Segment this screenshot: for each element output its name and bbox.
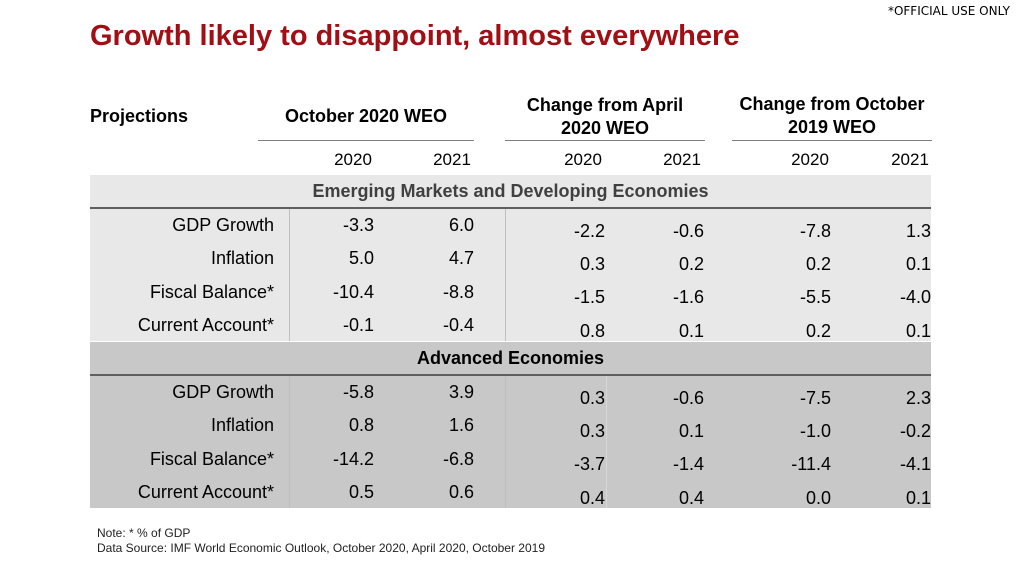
cell-value: 0.1 — [678, 321, 704, 341]
cell-value: -1.4 — [672, 454, 704, 474]
cell-value: 0.3 — [579, 421, 605, 441]
cell-value: 0.5 — [348, 482, 374, 502]
year-april-2021: 2021 — [663, 150, 701, 169]
section-divider — [90, 374, 931, 376]
section-header-advanced: Advanced Economies — [90, 342, 931, 375]
cell-value: 0.6 — [448, 482, 474, 502]
cell-value: -2.2 — [573, 221, 605, 241]
cell-value: -5.8 — [342, 382, 374, 402]
cell-value: -7.5 — [799, 388, 831, 408]
header-underline-october — [732, 140, 932, 141]
cell-value: -4.0 — [899, 287, 931, 307]
cell-value: 4.7 — [448, 248, 474, 268]
row-label: Inflation — [210, 248, 274, 268]
row-label: GDP Growth — [172, 382, 274, 402]
cell-value: 0.2 — [678, 254, 704, 274]
column-divider — [505, 209, 506, 341]
cell-value: 0.2 — [805, 321, 831, 341]
cell-value: 3.9 — [448, 382, 474, 402]
cell-value: -14.2 — [332, 449, 374, 469]
cell-value: 6.0 — [448, 215, 474, 235]
header-oct2020-weo: October 2020 WEO — [284, 106, 448, 126]
cell-value: -3.3 — [342, 215, 374, 235]
row-label: Current Account* — [137, 315, 274, 335]
cell-value: 1.6 — [448, 415, 474, 435]
cell-value: -0.6 — [672, 221, 704, 241]
cell-value: 2.3 — [905, 388, 931, 408]
section-divider — [90, 207, 931, 209]
cell-value: 0.3 — [579, 254, 605, 274]
year-weo-2021: 2021 — [433, 150, 471, 169]
column-divider — [505, 376, 506, 508]
cell-value: -10.4 — [332, 282, 374, 302]
cell-value: -5.5 — [799, 287, 831, 307]
header-change-october-line1: Change from October — [739, 94, 925, 114]
cell-value: -11.4 — [791, 454, 831, 474]
row-label: Fiscal Balance* — [149, 449, 274, 469]
year-october-2020: 2020 — [791, 150, 829, 169]
cell-value: -4.1 — [899, 454, 931, 474]
header-change-october-line2: 2019 WEO — [787, 117, 877, 137]
cell-value: 0.1 — [905, 321, 931, 341]
cell-value: 0.4 — [579, 488, 605, 508]
cell-value: 0.0 — [805, 488, 831, 508]
year-october-2021: 2021 — [891, 150, 929, 169]
cell-value: -3.7 — [573, 454, 605, 474]
cell-value: 0.1 — [678, 421, 704, 441]
cell-value: -0.2 — [899, 421, 931, 441]
cell-value: -1.5 — [573, 287, 605, 307]
year-april-2020: 2020 — [564, 150, 602, 169]
cell-value: 0.1 — [905, 254, 931, 274]
cell-value: -0.4 — [442, 315, 474, 335]
cell-value: 0.3 — [579, 388, 605, 408]
column-divider — [606, 376, 607, 508]
row-label: Inflation — [210, 415, 274, 435]
column-divider — [289, 376, 290, 508]
cell-value: 1.3 — [905, 221, 931, 241]
cell-value: -1.0 — [799, 421, 831, 441]
header-underline-april — [505, 140, 705, 141]
cell-value: -8.8 — [442, 282, 474, 302]
column-divider — [289, 209, 290, 341]
cell-value: 5.0 — [348, 248, 374, 268]
cell-value: -6.8 — [442, 449, 474, 469]
header-change-april-line2: 2020 WEO — [560, 118, 650, 138]
row-label: Fiscal Balance* — [149, 282, 274, 302]
cell-value: 0.8 — [579, 321, 605, 341]
cell-value: 0.2 — [805, 254, 831, 274]
section-header-emde: Emerging Markets and Developing Economie… — [90, 175, 931, 208]
header-underline-weo — [258, 140, 474, 141]
cell-value: 0.8 — [348, 415, 374, 435]
page-title: Growth likely to disappoint, almost ever… — [90, 20, 740, 52]
header-change-april-line1: Change from April — [526, 95, 684, 115]
cell-value: -7.8 — [799, 221, 831, 241]
data-source: Data Source: IMF World Economic Outlook,… — [97, 541, 546, 555]
cell-value: 0.1 — [905, 488, 931, 508]
cell-value: -0.1 — [342, 315, 374, 335]
year-weo-2020: 2020 — [334, 150, 372, 169]
cell-value: 0.4 — [678, 488, 704, 508]
section-band-emde — [90, 209, 931, 341]
row-label: GDP Growth — [172, 215, 274, 235]
footnote: Note: * % of GDP — [97, 526, 191, 540]
header-projections: Projections — [90, 106, 189, 126]
cell-value: -0.6 — [672, 388, 704, 408]
cell-value: -1.6 — [672, 287, 704, 307]
classification-marker: *OFFICIAL USE ONLY — [887, 4, 1010, 18]
section-band-advanced — [90, 376, 931, 508]
row-label: Current Account* — [137, 482, 274, 502]
